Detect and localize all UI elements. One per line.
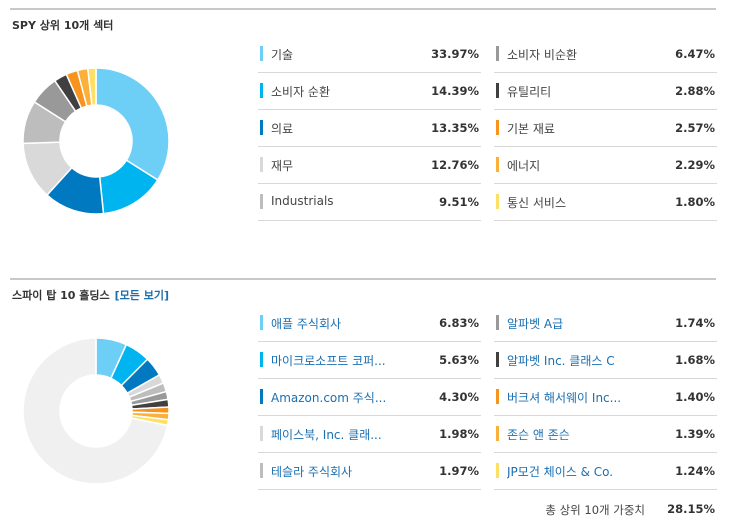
sector-row: 통신 서비스 1.80% <box>494 184 717 221</box>
sector-row: 기술 33.97% <box>258 36 481 73</box>
holding-value: 1.68% <box>675 353 715 367</box>
sector-donut-chart <box>22 67 170 215</box>
holding-value: 6.83% <box>439 316 479 330</box>
sector-value: 9.51% <box>439 195 479 209</box>
total-weight-row: 총 상위 10개 가중치 28.15% <box>494 500 717 518</box>
sector-label: 소비자 비순환 <box>507 48 578 62</box>
legend-color-swatch <box>260 389 263 404</box>
holding-label[interactable]: 알파벳 Inc. 클래스 C <box>507 354 615 368</box>
total-weight-value: 28.15% <box>667 502 715 516</box>
sector-value: 6.47% <box>675 47 715 61</box>
holding-row[interactable]: 존슨 앤 존슨 1.39% <box>494 416 717 453</box>
sector-title-text: SPY 상위 10개 섹터 <box>12 19 114 32</box>
sector-value: 13.35% <box>431 121 479 135</box>
holding-label[interactable]: 알파벳 A급 <box>507 317 564 331</box>
sector-label: 유틸리티 <box>507 85 552 99</box>
legend-color-swatch <box>260 120 263 135</box>
sector-slice <box>95 67 170 182</box>
sector-row: 소비자 비순환 6.47% <box>494 36 717 73</box>
legend-color-swatch <box>496 315 499 330</box>
sector-section-title: SPY 상위 10개 섹터 <box>12 17 113 33</box>
legend-color-swatch <box>260 194 263 209</box>
legend-color-swatch <box>260 315 263 330</box>
sector-label: 의료 <box>271 122 294 136</box>
sector-value: 2.88% <box>675 84 715 98</box>
holdings-donut-chart <box>22 337 170 485</box>
holdings-title-text: 스파이 탑 10 홀딩스 <box>12 289 110 302</box>
legend-color-swatch <box>496 389 499 404</box>
legend-color-swatch <box>260 157 263 172</box>
legend-color-swatch <box>496 352 499 367</box>
holding-row[interactable]: 버크셔 해서웨이 Inc... 1.40% <box>494 379 717 416</box>
view-all-link[interactable]: [모든 보기] <box>114 289 170 302</box>
sector-row: 소비자 순환 14.39% <box>258 73 481 110</box>
sector-list-left: 기술 33.97% 소비자 순환 14.39% 의료 13.35% 재무 12.76% Indu… <box>258 36 481 221</box>
sector-label: 소비자 순환 <box>271 85 331 99</box>
sector-row: Industrials 9.51% <box>258 184 481 221</box>
holding-value: 1.24% <box>675 464 715 478</box>
sector-label: 재무 <box>271 159 294 173</box>
holding-label[interactable]: Amazon.com 주식... <box>271 391 387 405</box>
legend-color-swatch <box>496 463 499 478</box>
sector-value: 14.39% <box>431 84 479 98</box>
legend-color-swatch <box>496 157 499 172</box>
legend-color-swatch <box>496 426 499 441</box>
top-divider <box>10 8 716 10</box>
sector-list-right: 소비자 비순환 6.47% 유틸리티 2.88% 기본 재료 2.57% 에너지 2.29% 통… <box>494 36 717 221</box>
holding-label[interactable]: 페이스북, Inc. 클래... <box>271 428 382 442</box>
holding-value: 4.30% <box>439 390 479 404</box>
sector-value: 1.80% <box>675 195 715 209</box>
sector-value: 33.97% <box>431 47 479 61</box>
holding-slice-other <box>22 337 169 485</box>
sector-slice <box>86 67 97 107</box>
holding-value: 1.97% <box>439 464 479 478</box>
legend-color-swatch <box>260 46 263 61</box>
middle-divider <box>10 278 716 280</box>
legend-color-swatch <box>496 83 499 98</box>
legend-color-swatch <box>260 83 263 98</box>
sector-label: 통신 서비스 <box>507 196 567 210</box>
sector-row: 의료 13.35% <box>258 110 481 147</box>
sector-value: 2.57% <box>675 121 715 135</box>
holding-value: 5.63% <box>439 353 479 367</box>
holding-value: 1.98% <box>439 427 479 441</box>
holdings-list-right: 알파벳 A급 1.74% 알파벳 Inc. 클래스 C 1.68% 버크셔 해서웨이 I… <box>494 305 717 490</box>
holding-label[interactable]: 마이크로소프트 코퍼... <box>271 354 386 368</box>
sector-row: 재무 12.76% <box>258 147 481 184</box>
holding-row[interactable]: 알파벳 Inc. 클래스 C 1.68% <box>494 342 717 379</box>
legend-color-swatch <box>260 426 263 441</box>
sector-label: 기본 재료 <box>507 122 555 136</box>
holding-label[interactable]: 애플 주식회사 <box>271 317 342 331</box>
holding-label[interactable]: 존슨 앤 존슨 <box>507 428 570 442</box>
holding-row[interactable]: JP모건 체이스 & Co. 1.24% <box>494 453 717 490</box>
legend-color-swatch <box>260 463 263 478</box>
sector-row: 유틸리티 2.88% <box>494 73 717 110</box>
sector-row: 기본 재료 2.57% <box>494 110 717 147</box>
holding-row[interactable]: 테슬라 주식회사 1.97% <box>258 453 481 490</box>
holding-value: 1.39% <box>675 427 715 441</box>
holdings-section-title: 스파이 탑 10 홀딩스 [모든 보기] <box>12 287 169 303</box>
legend-color-swatch <box>496 120 499 135</box>
holding-label[interactable]: 버크셔 해서웨이 Inc... <box>507 391 622 405</box>
holding-value: 1.74% <box>675 316 715 330</box>
holding-label[interactable]: 테슬라 주식회사 <box>271 465 353 479</box>
holding-value: 1.40% <box>675 390 715 404</box>
holding-row[interactable]: Amazon.com 주식... 4.30% <box>258 379 481 416</box>
legend-color-swatch <box>260 352 263 367</box>
holding-row[interactable]: 페이스북, Inc. 클래... 1.98% <box>258 416 481 453</box>
sector-label: Industrials <box>271 194 334 208</box>
sector-label: 기술 <box>271 48 294 62</box>
holding-row[interactable]: 알파벳 A급 1.74% <box>494 305 717 342</box>
holding-label[interactable]: JP모건 체이스 & Co. <box>507 465 614 479</box>
legend-color-swatch <box>496 46 499 61</box>
legend-color-swatch <box>496 194 499 209</box>
sector-value: 12.76% <box>431 158 479 172</box>
sector-row: 에너지 2.29% <box>494 147 717 184</box>
sector-value: 2.29% <box>675 158 715 172</box>
holdings-list-left: 애플 주식회사 6.83% 마이크로소프트 코퍼... 5.63% Amazon.com… <box>258 305 481 490</box>
sector-label: 에너지 <box>507 159 541 173</box>
holding-row[interactable]: 애플 주식회사 6.83% <box>258 305 481 342</box>
total-weight-label: 총 상위 10개 가중치 <box>545 503 645 517</box>
holding-row[interactable]: 마이크로소프트 코퍼... 5.63% <box>258 342 481 379</box>
